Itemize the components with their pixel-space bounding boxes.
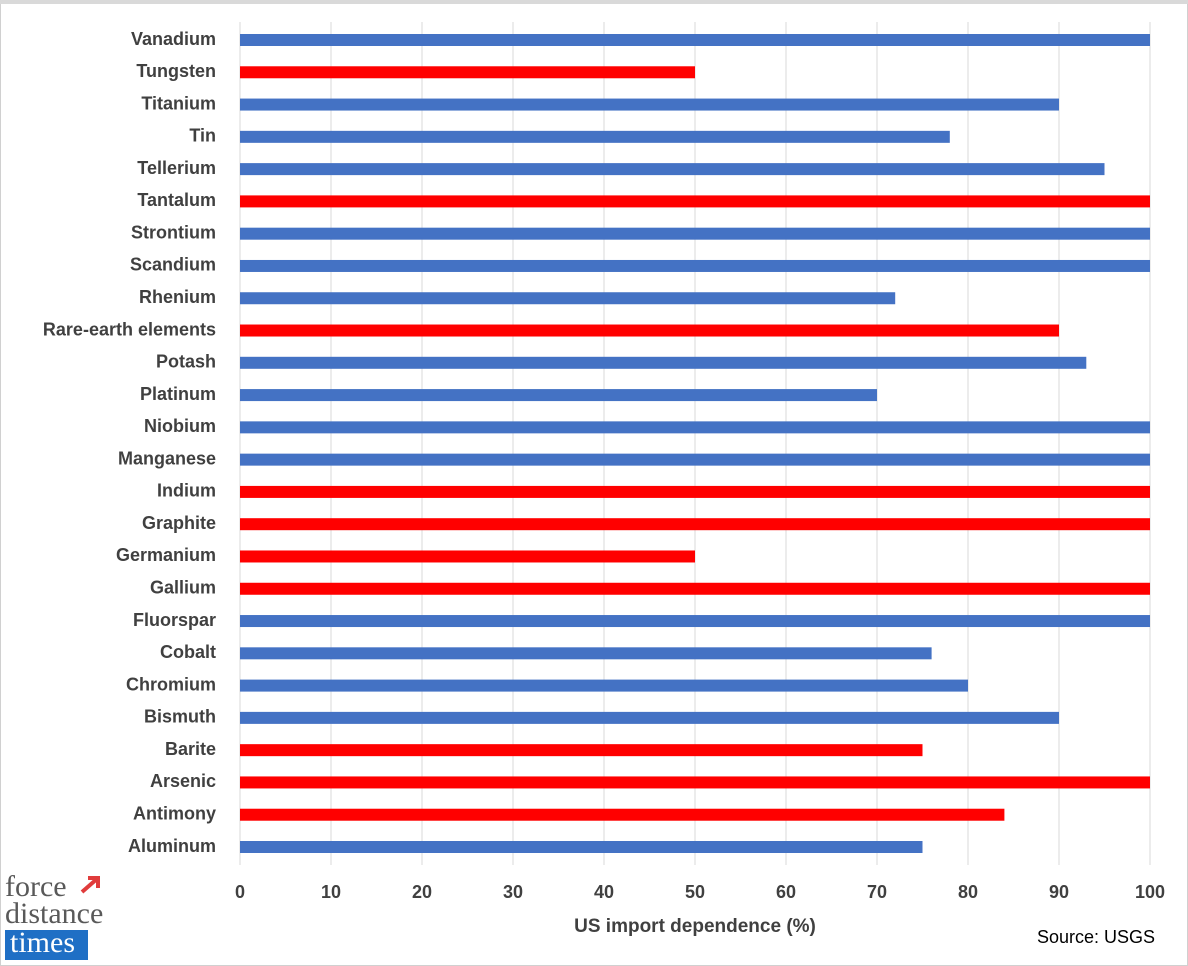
plot-area: 0 10 20 30 40 50 60 70 80 90 100 Vanadium Tungsten Ti… xyxy=(43,22,1165,902)
bar xyxy=(240,324,1059,337)
y-tick-label: Titanium xyxy=(141,93,216,113)
y-tick-label: Graphite xyxy=(142,513,216,533)
bar xyxy=(240,744,923,757)
bar xyxy=(240,550,695,563)
bar xyxy=(240,711,1059,724)
bar xyxy=(240,615,1150,628)
y-tick-label: Indium xyxy=(157,481,216,501)
y-tick-label: Platinum xyxy=(140,384,216,404)
y-tick-label: Aluminum xyxy=(128,836,216,856)
x-tick-label: 90 xyxy=(1049,882,1069,902)
bar xyxy=(240,808,1005,821)
x-tick-label: 30 xyxy=(503,882,523,902)
y-tick-label: Rhenium xyxy=(139,287,216,307)
y-tick-label: Antimony xyxy=(133,803,216,823)
x-tick-label: 70 xyxy=(867,882,887,902)
logo-text: force xyxy=(5,870,67,903)
x-tick-label: 40 xyxy=(594,882,614,902)
x-axis-label: US import dependence (%) xyxy=(574,916,816,937)
y-tick-label: Potash xyxy=(156,352,216,372)
bar xyxy=(240,163,1105,176)
logo-text: times xyxy=(10,926,75,959)
y-tick-label: Vanadium xyxy=(131,29,216,49)
y-tick-label: Gallium xyxy=(150,578,216,598)
y-tick-label: Scandium xyxy=(130,255,216,275)
bar xyxy=(240,259,1150,272)
y-tick-label: Barite xyxy=(165,739,216,759)
y-tick-label: Cobalt xyxy=(160,642,216,662)
x-tick-label: 0 xyxy=(235,882,245,902)
logo-box xyxy=(5,930,88,960)
bar xyxy=(240,421,1150,434)
y-tick-label: Niobium xyxy=(144,416,216,436)
y-tick-label: Strontium xyxy=(131,222,216,242)
x-tick-label: 10 xyxy=(321,882,341,902)
bar xyxy=(240,356,1087,369)
y-tick-label: Manganese xyxy=(118,448,216,468)
bar xyxy=(240,66,695,79)
y-tick-label: Arsenic xyxy=(150,771,216,791)
x-tick-label: 100 xyxy=(1135,882,1165,902)
y-tick-label: Rare-earth elements xyxy=(43,319,216,339)
bar xyxy=(240,34,1150,46)
bar xyxy=(240,679,968,692)
bar xyxy=(240,841,923,853)
y-tick-label: Tin xyxy=(189,126,216,146)
logo-arrow xyxy=(80,876,100,894)
bar xyxy=(240,582,1150,595)
y-tick-label: Fluorspar xyxy=(133,610,216,630)
bar xyxy=(240,195,1150,208)
logo: force distance times xyxy=(5,870,103,960)
x-tick-label: 20 xyxy=(412,882,432,902)
bar xyxy=(240,453,1150,466)
x-tick-label: 60 xyxy=(776,882,796,902)
bar xyxy=(240,130,950,143)
logo-text: distance xyxy=(5,897,103,930)
y-tick-label: Germanium xyxy=(116,545,216,565)
bar xyxy=(240,389,877,402)
y-tick-label: Tantalum xyxy=(137,190,216,210)
top-border xyxy=(0,0,1188,4)
bar xyxy=(240,227,1150,240)
bar xyxy=(240,485,1150,498)
y-tick-label: Tungsten xyxy=(136,61,216,81)
y-tick-label: Chromium xyxy=(126,674,216,694)
bar xyxy=(240,292,896,305)
y-tick-label: Bismuth xyxy=(144,707,216,727)
x-tick-label: 80 xyxy=(958,882,978,902)
bar xyxy=(240,647,932,660)
bar xyxy=(240,98,1059,111)
source: Source: USGS xyxy=(1037,927,1155,947)
x-tick-label: 50 xyxy=(685,882,705,902)
bar xyxy=(240,776,1150,789)
bar xyxy=(240,518,1150,531)
y-tick-label: Tellerium xyxy=(137,158,216,178)
